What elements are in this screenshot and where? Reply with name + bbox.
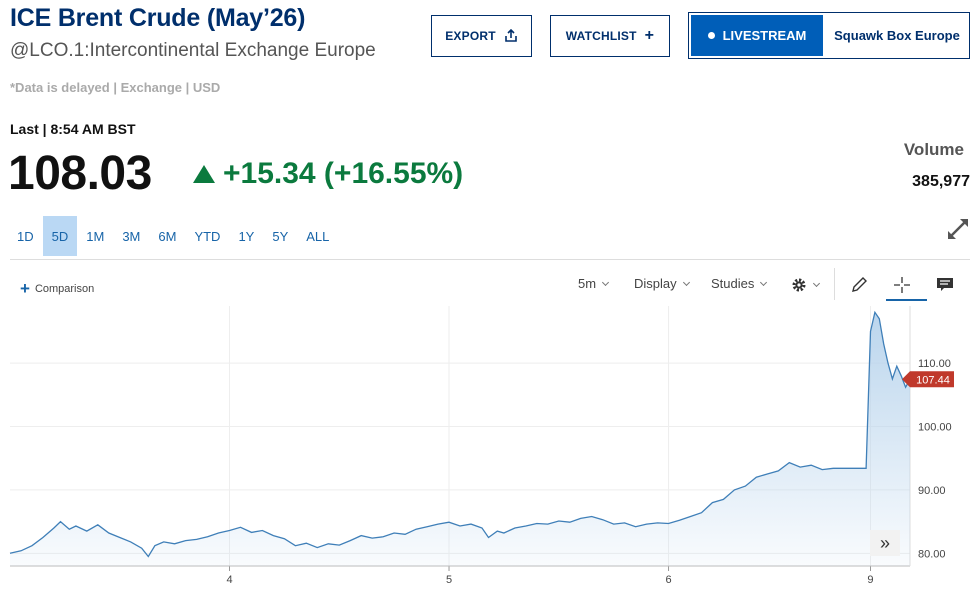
time-range-tabs: 1D 5D 1M 3M 6M YTD 1Y 5Y ALL: [8, 216, 338, 256]
instrument-title: ICE Brent Crude (May’26): [10, 4, 306, 32]
comparison-button[interactable]: + Comparison: [20, 280, 94, 297]
price-area: [10, 312, 910, 566]
range-tab-1y[interactable]: 1Y: [238, 228, 255, 244]
pencil-icon: [852, 277, 867, 292]
range-tab-6m[interactable]: 6M: [158, 228, 177, 244]
studies-label: Studies: [711, 276, 755, 291]
data-delay-note: *Data is delayed | Exchange | USD: [10, 80, 221, 95]
y-tick-label: 80.00: [918, 548, 946, 560]
chevron-down-icon: [682, 278, 690, 286]
livestream-widget[interactable]: LIVESTREAM Squawk Box Europe: [688, 12, 970, 59]
range-tab-5d[interactable]: 5D: [42, 216, 78, 256]
livestream-button[interactable]: LIVESTREAM: [691, 15, 823, 56]
range-tab-1m[interactable]: 1M: [86, 228, 105, 244]
toolbar-divider: [834, 268, 835, 300]
live-dot-icon: [707, 32, 715, 39]
interval-dropdown[interactable]: 5m: [578, 276, 610, 291]
crosshair-tool-button[interactable]: [887, 270, 917, 300]
range-tab-ytd[interactable]: YTD: [194, 228, 221, 244]
watchlist-label: WATCHLIST: [565, 29, 637, 43]
gear-icon: [792, 278, 806, 292]
volume-value: 385,977: [912, 173, 970, 190]
active-tool-indicator: [886, 299, 927, 301]
comment-tool-button[interactable]: [930, 270, 960, 300]
crosshair-icon: [894, 277, 910, 293]
comparison-label: Comparison: [34, 282, 95, 295]
watchlist-button[interactable]: WATCHLIST +: [550, 15, 670, 57]
studies-dropdown[interactable]: Studies: [711, 276, 768, 291]
last-price: 108.03: [8, 147, 152, 200]
x-tick-label: 9: [867, 574, 873, 586]
livestream-label: LIVESTREAM: [722, 28, 807, 43]
plus-icon: +: [20, 279, 30, 298]
chevron-down-icon: [812, 279, 821, 288]
price-line: [9, 310, 911, 558]
fast-forward-icon: »: [879, 532, 890, 553]
plus-icon: +: [644, 27, 655, 44]
x-tick-label: 5: [446, 574, 452, 586]
y-tick-label: 100.00: [918, 421, 952, 433]
range-tab-1d[interactable]: 1D: [17, 228, 34, 244]
interval-label: 5m: [578, 276, 597, 291]
export-button[interactable]: EXPORT: [431, 15, 532, 57]
divider: [10, 259, 970, 260]
export-label: EXPORT: [445, 29, 496, 43]
chevron-down-icon: [602, 278, 610, 286]
last-trade-time: Last | 8:54 AM BST: [10, 121, 136, 137]
instrument-subtitle: @LCO.1:Intercontinental Exchange Europe: [10, 40, 376, 61]
x-tick-label: 4: [226, 574, 232, 586]
current-price-label: 107.44: [916, 374, 950, 386]
range-tab-5y[interactable]: 5Y: [272, 228, 289, 244]
chevron-down-icon: [760, 278, 768, 286]
display-dropdown[interactable]: Display: [634, 276, 690, 291]
y-tick-label: 90.00: [918, 485, 946, 497]
comment-icon: [937, 278, 953, 291]
y-tick-label: 110.00: [918, 358, 951, 370]
scroll-to-latest-button[interactable]: »: [870, 530, 900, 556]
settings-dropdown[interactable]: [790, 270, 821, 300]
up-arrow-icon: [193, 165, 215, 183]
share-icon: [504, 29, 517, 42]
livestream-show-title[interactable]: Squawk Box Europe: [834, 28, 960, 43]
volume-label: Volume: [903, 140, 964, 159]
x-tick-label: 6: [665, 574, 671, 586]
display-label: Display: [634, 276, 677, 291]
expand-icon[interactable]: [945, 216, 971, 242]
range-tab-3m[interactable]: 3M: [122, 228, 141, 244]
draw-tool-button[interactable]: [844, 270, 874, 300]
price-change: +15.34 (+16.55%): [223, 157, 464, 190]
current-price-tag: [902, 371, 954, 388]
range-tab-all[interactable]: ALL: [306, 228, 330, 244]
price-chart[interactable]: 110.00 100.00 90.00 80.00 4 5 6 9 107.44: [0, 300, 980, 590]
